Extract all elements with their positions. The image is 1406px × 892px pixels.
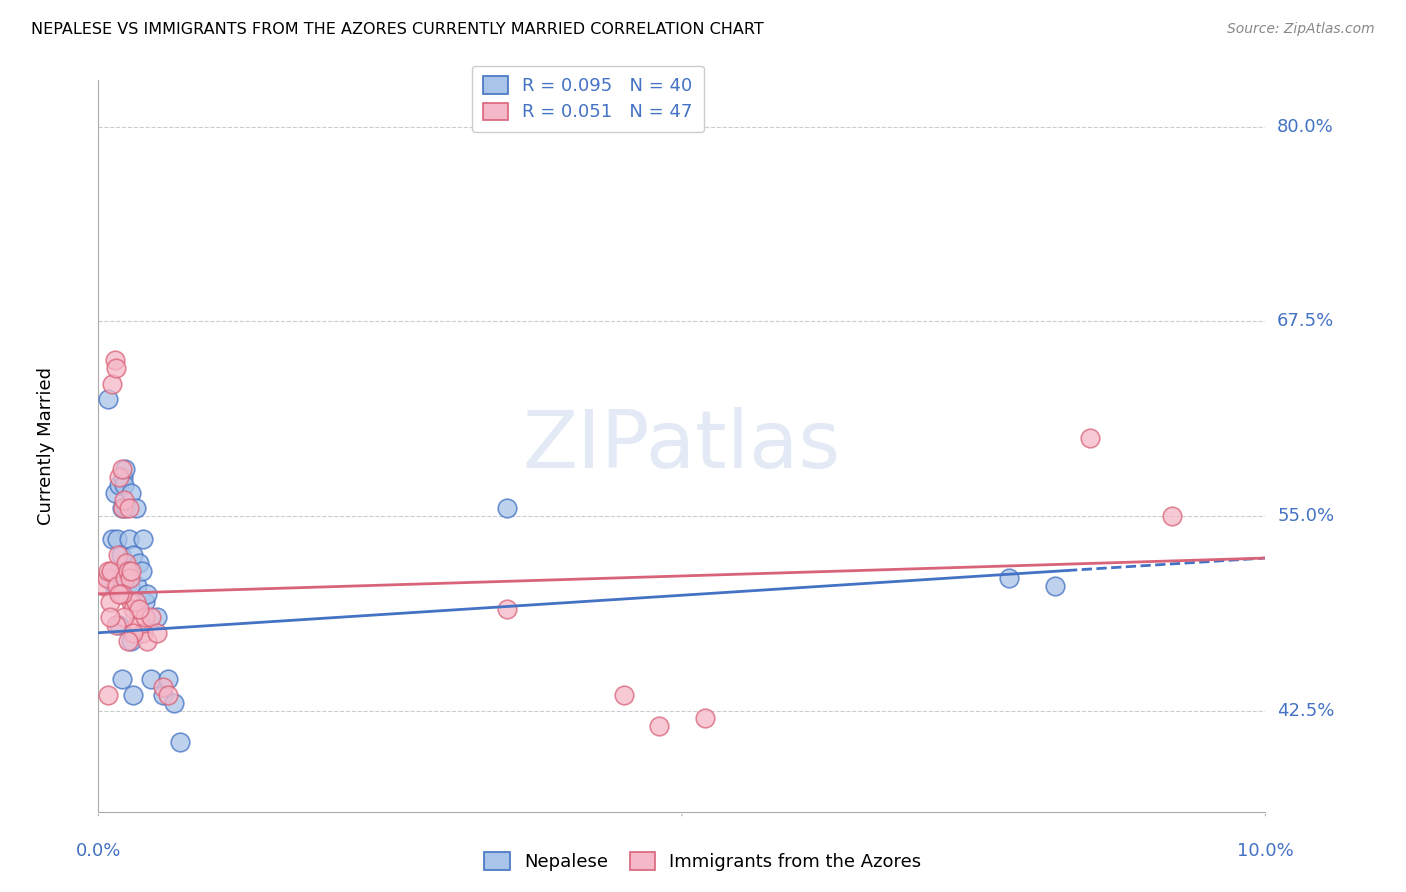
- Point: [146, 610, 169, 624]
- Point: [120, 485, 142, 500]
- Point: [100, 564, 122, 578]
- Point: [136, 587, 159, 601]
- Point: [98, 594, 121, 608]
- Legend: Nepalese, Immigrants from the Azores: Nepalese, Immigrants from the Azores: [477, 846, 929, 879]
- Legend: R = 0.095   N = 40, R = 0.051   N = 47: R = 0.095 N = 40, R = 0.051 N = 47: [472, 66, 703, 132]
- Point: [108, 478, 131, 492]
- Point: [111, 501, 134, 516]
- Point: [613, 688, 636, 702]
- Point: [131, 564, 153, 578]
- Text: ZIPatlas: ZIPatlas: [523, 407, 841, 485]
- Text: 80.0%: 80.0%: [1277, 118, 1334, 136]
- Point: [122, 625, 145, 640]
- Point: [118, 571, 141, 585]
- Point: [111, 501, 134, 516]
- Point: [695, 711, 717, 725]
- Point: [134, 610, 156, 624]
- Text: Source: ZipAtlas.com: Source: ZipAtlas.com: [1227, 22, 1375, 37]
- Point: [125, 618, 148, 632]
- Point: [115, 556, 138, 570]
- Point: [107, 548, 129, 562]
- Point: [647, 719, 669, 733]
- Point: [96, 571, 118, 585]
- Point: [132, 533, 155, 547]
- Text: 42.5%: 42.5%: [1277, 702, 1334, 720]
- Point: [152, 680, 174, 694]
- Point: [114, 571, 136, 585]
- Point: [117, 571, 139, 585]
- Point: [112, 478, 135, 492]
- Text: NEPALESE VS IMMIGRANTS FROM THE AZORES CURRENTLY MARRIED CORRELATION CHART: NEPALESE VS IMMIGRANTS FROM THE AZORES C…: [31, 22, 763, 37]
- Point: [132, 625, 155, 640]
- Point: [104, 485, 127, 500]
- Point: [114, 462, 136, 476]
- Point: [105, 579, 128, 593]
- Point: [112, 610, 135, 624]
- Point: [97, 564, 120, 578]
- Text: Currently Married: Currently Married: [37, 367, 55, 525]
- Point: [139, 610, 162, 624]
- Point: [108, 470, 131, 484]
- Point: [997, 571, 1019, 585]
- Point: [157, 688, 180, 702]
- Point: [104, 618, 127, 632]
- Point: [136, 633, 159, 648]
- Point: [111, 587, 134, 601]
- Point: [101, 533, 124, 547]
- Point: [97, 392, 120, 407]
- Point: [98, 610, 121, 624]
- Point: [112, 493, 135, 508]
- Point: [163, 696, 186, 710]
- Point: [496, 501, 519, 516]
- Point: [169, 734, 191, 748]
- Text: 10.0%: 10.0%: [1237, 842, 1294, 860]
- Point: [117, 633, 139, 648]
- Point: [139, 673, 162, 687]
- Point: [146, 625, 169, 640]
- Point: [125, 594, 148, 608]
- Point: [117, 564, 139, 578]
- Point: [125, 579, 148, 593]
- Point: [104, 353, 127, 368]
- Point: [128, 618, 150, 632]
- Point: [105, 533, 128, 547]
- Point: [115, 501, 138, 516]
- Point: [111, 673, 134, 687]
- Point: [98, 571, 121, 585]
- Point: [108, 587, 131, 601]
- Point: [110, 548, 132, 562]
- Point: [157, 673, 180, 687]
- Point: [104, 579, 127, 593]
- Point: [118, 579, 141, 593]
- Point: [152, 688, 174, 702]
- Point: [118, 501, 141, 516]
- Point: [107, 564, 129, 578]
- Text: 67.5%: 67.5%: [1277, 312, 1334, 331]
- Text: 55.0%: 55.0%: [1277, 507, 1334, 525]
- Point: [125, 501, 148, 516]
- Point: [103, 579, 125, 593]
- Point: [120, 633, 142, 648]
- Point: [93, 579, 115, 593]
- Point: [120, 594, 142, 608]
- Point: [97, 688, 120, 702]
- Point: [122, 548, 145, 562]
- Point: [128, 556, 150, 570]
- Point: [104, 361, 127, 376]
- Point: [1080, 431, 1102, 445]
- Point: [128, 602, 150, 616]
- Point: [1161, 509, 1184, 524]
- Point: [101, 376, 124, 391]
- Point: [111, 470, 134, 484]
- Point: [1045, 579, 1067, 593]
- Point: [134, 594, 156, 608]
- Point: [120, 564, 142, 578]
- Point: [496, 602, 519, 616]
- Point: [122, 688, 145, 702]
- Point: [118, 533, 141, 547]
- Point: [108, 618, 131, 632]
- Text: 0.0%: 0.0%: [76, 842, 121, 860]
- Point: [111, 462, 134, 476]
- Point: [122, 602, 145, 616]
